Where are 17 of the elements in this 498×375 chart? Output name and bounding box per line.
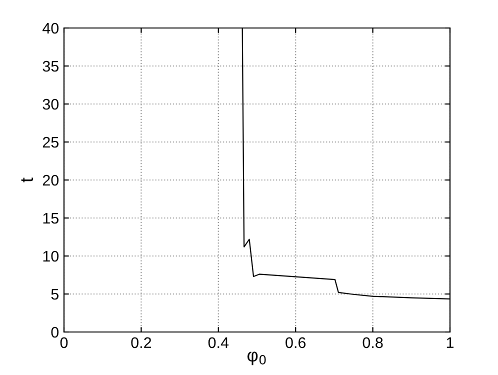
x-tick-label: 0.2 <box>131 337 152 348</box>
x-axis-title: φ$_{0}$ <box>247 352 266 366</box>
y-tick-label: 0 <box>51 326 59 338</box>
y-tick-label: 25 <box>42 136 58 148</box>
y-tick-label: 30 <box>42 98 59 110</box>
y-tick-label: 20 <box>42 174 59 186</box>
y-tick-label: 5 <box>51 289 58 300</box>
y-tick-label: 40 <box>42 22 59 34</box>
y-tick-label: 10 <box>43 250 59 262</box>
x-tick-label: 0.6 <box>286 337 306 348</box>
x-tick-label: 0.4 <box>208 337 229 348</box>
x-tick-label: 0.8 <box>362 337 383 348</box>
y-tick-label: 35 <box>42 60 58 72</box>
y-tick-label: 15 <box>43 213 58 224</box>
y-axis-title: t <box>21 178 33 182</box>
x-tick-label: 1 <box>446 337 454 348</box>
x-tick-label: 0 <box>60 337 68 348</box>
